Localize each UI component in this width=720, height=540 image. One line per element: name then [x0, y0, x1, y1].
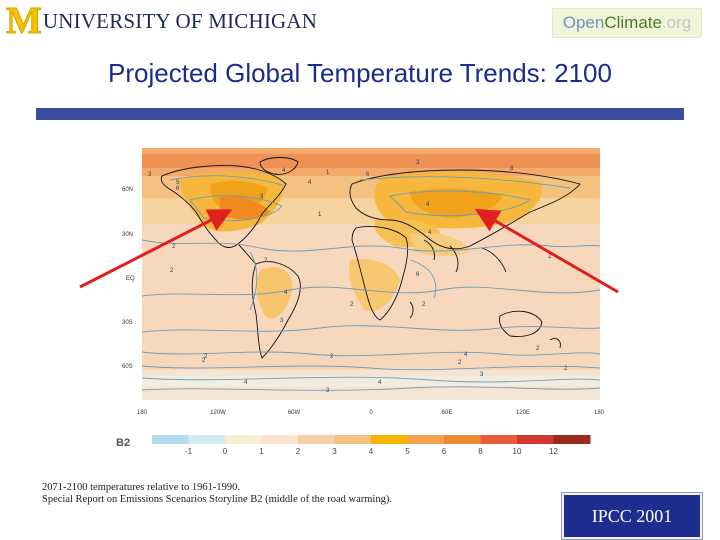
figure-caption: 2071-2100 temperatures relative to 1961-… [42, 482, 512, 506]
contour-label: 3 [280, 318, 284, 324]
contour-label: 2 [264, 258, 268, 264]
contour-label: 1 [318, 212, 322, 218]
contour-label: 5 [176, 180, 180, 186]
university-logo: M UNIVERSITY OF MICHIGAN [6, 0, 318, 42]
contour-label: 3 [326, 388, 330, 394]
ipcc-badge: IPCC 2001 [561, 492, 703, 540]
contour-label: 6 [416, 272, 420, 278]
contour-label: 2 [564, 366, 568, 372]
legend-swatches [152, 435, 591, 444]
lon-label: 180 [594, 410, 605, 416]
legend-tick: 1 [259, 447, 264, 456]
lon-labels: 180 120W 60W 0 60E 120E 180 [137, 410, 605, 416]
lon-label: 120E [516, 410, 530, 416]
contour-label: 4 [244, 380, 248, 386]
logo-part-org: .org [661, 13, 692, 32]
contour-label: 2 [422, 302, 426, 308]
lat-label: 30N [122, 232, 133, 238]
contour-label: 2 [204, 354, 208, 360]
legend-tick: -1 [185, 447, 193, 456]
contour-label: 4 [308, 180, 312, 186]
temperature-map: 3 5 6 4 4 1 3 1 6 3 8 4 4 2 2 2 2 3 2 4 … [116, 148, 605, 456]
openclimate-logo[interactable]: Open Climate .org [552, 8, 702, 38]
legend-swatch [371, 435, 408, 444]
caption-line-1: 2071-2100 temperatures relative to 1961-… [42, 482, 240, 493]
contour-label: 4 [428, 230, 432, 236]
contour-label: 4 [284, 290, 288, 296]
contour-label: 2 [458, 360, 462, 366]
legend-tick: 4 [369, 447, 374, 456]
legend-ticks: -1 0 1 2 3 4 5 6 8 10 12 [185, 447, 559, 456]
legend-tick: 0 [223, 447, 228, 456]
legend-swatch [188, 435, 226, 444]
contour-label: 6 [366, 172, 370, 178]
legend-swatch [152, 435, 189, 444]
lat-label: 30S [122, 320, 133, 326]
contour-label: 2 [536, 346, 540, 352]
legend-tick: 2 [296, 447, 301, 456]
legend-tick: 3 [332, 447, 337, 456]
contour-label: 8 [510, 166, 514, 172]
contour-label: 4 [282, 168, 286, 174]
logo-part-open: Open [562, 13, 605, 32]
lon-label: 180 [137, 410, 148, 416]
legend-swatch [517, 435, 554, 444]
legend-tick: 5 [405, 447, 410, 456]
contour-label: 3 [260, 194, 264, 200]
contour-label: 6 [176, 186, 180, 192]
contour-label: 3 [480, 372, 484, 378]
contour-label: 2 [350, 302, 354, 308]
legend-swatch [261, 435, 299, 444]
legend-swatch [407, 435, 445, 444]
title-divider [36, 108, 684, 120]
contour-label: 2 [330, 354, 334, 360]
logo-part-climate: Climate [604, 13, 662, 32]
contour-label: 4 [426, 202, 430, 208]
block-m-icon: M [6, 0, 43, 42]
lon-label: 60E [442, 410, 453, 416]
legend-scenario-label: B2 [116, 437, 130, 449]
contour-label: 3 [416, 160, 420, 166]
contour-label: 2 [202, 358, 206, 364]
lat-labels: 60N 30N EQ 30S 60S [122, 187, 135, 370]
slide-title: Projected Global Temperature Trends: 210… [108, 58, 612, 88]
lat-label: 60S [122, 364, 133, 370]
university-name: UNIVERSITY OF MICHIGAN [42, 9, 318, 33]
legend-tick: 10 [513, 447, 522, 456]
legend-tick: 12 [549, 447, 558, 456]
temperature-map-figure: 3 5 6 4 4 1 3 1 6 3 8 4 4 2 2 2 2 3 2 4 … [110, 140, 610, 458]
lat-label: EQ [126, 276, 135, 282]
contour-label: 4 [464, 352, 468, 358]
legend-swatch [553, 435, 591, 444]
legend-swatch [225, 435, 262, 444]
legend-swatch [298, 435, 335, 444]
legend-swatch [480, 435, 518, 444]
contour-label: 4 [378, 380, 382, 386]
lon-label: 0 [369, 410, 373, 416]
lat-label: 60N [122, 187, 133, 193]
map-fill [142, 148, 600, 400]
lon-label: 120W [210, 410, 226, 416]
legend-tick: 8 [478, 447, 483, 456]
contour-label: 1 [326, 170, 330, 176]
lon-label: 60W [288, 410, 301, 416]
legend-swatch [444, 435, 481, 444]
caption-line-2: Special Report on Emissions Scenarios St… [42, 494, 392, 505]
legend-swatch [334, 435, 372, 444]
contour-label: 3 [148, 172, 152, 178]
legend-tick: 6 [442, 447, 447, 456]
